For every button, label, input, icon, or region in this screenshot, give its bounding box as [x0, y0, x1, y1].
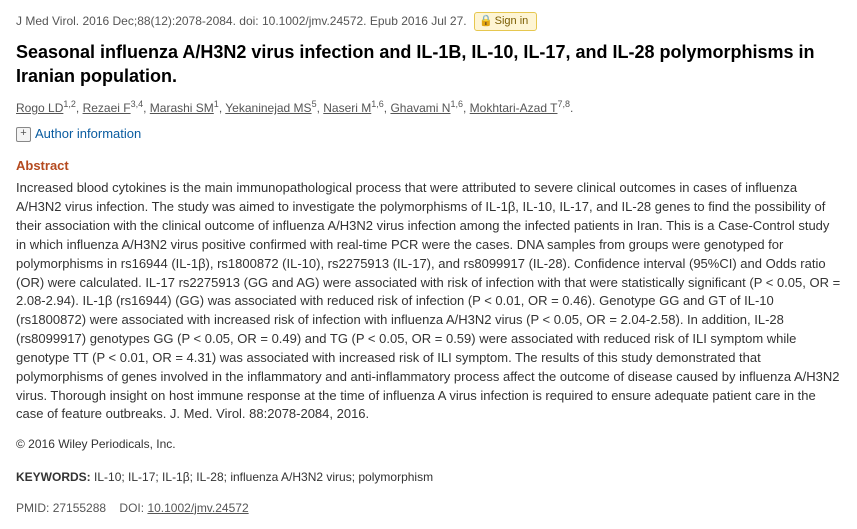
article-title: Seasonal influenza A/H3N2 virus infectio…	[16, 41, 841, 88]
pmid-value: 27155288	[53, 501, 106, 515]
expand-icon: +	[16, 127, 31, 142]
citation-epub: Epub 2016 Jul 27.	[370, 14, 467, 28]
doi-label: DOI:	[119, 501, 144, 515]
authors-list: Rogo LD1,2, Rezaei F3,4, Marashi SM1, Ye…	[16, 98, 841, 117]
doi-link[interactable]: 10.1002/jmv.24572	[147, 501, 248, 515]
author-link[interactable]: Ghavami N	[390, 101, 450, 115]
pmid-label: PMID:	[16, 501, 49, 515]
author-affil: 1,2	[63, 99, 76, 109]
author-affil: 1,6	[371, 99, 384, 109]
citation-doi-prefix: doi:	[239, 14, 258, 28]
author-affil: 5	[312, 99, 317, 109]
author-link[interactable]: Yekaninejad MS	[225, 101, 311, 115]
author-affil: 3,4	[131, 99, 144, 109]
citation-doi: 10.1002/jmv.24572.	[262, 14, 367, 28]
keywords-label: KEYWORDS:	[16, 470, 91, 484]
copyright-line: © 2016 Wiley Periodicals, Inc.	[16, 436, 841, 453]
author-info-label: Author information	[35, 126, 141, 141]
author-link[interactable]: Rogo LD	[16, 101, 63, 115]
abstract-text: Increased blood cytokines is the main im…	[16, 179, 841, 424]
author-link[interactable]: Rezaei F	[83, 101, 131, 115]
author-info-toggle[interactable]: + Author information	[16, 125, 841, 143]
author-affil: 1	[214, 99, 219, 109]
identifiers-line: PMID: 27155288 DOI: 10.1002/jmv.24572	[16, 500, 841, 517]
sign-in-label: Sign in	[495, 15, 529, 27]
author-affil: 1,6	[450, 99, 463, 109]
author-affil: 7,8	[557, 99, 570, 109]
sign-in-button[interactable]: 🔒Sign in	[474, 12, 537, 31]
keywords-line: KEYWORDS: IL-10; IL-17; IL-1β; IL-28; in…	[16, 469, 841, 486]
author-link[interactable]: Mokhtari-Azad T	[470, 101, 558, 115]
author-link[interactable]: Naseri M	[323, 101, 371, 115]
citation-line: J Med Virol. 2016 Dec;88(12):2078-2084. …	[16, 12, 841, 31]
abstract-heading: Abstract	[16, 157, 841, 175]
lock-icon: 🔒	[479, 15, 493, 27]
journal-name: J Med Virol.	[16, 14, 79, 28]
keywords-value: IL-10; IL-17; IL-1β; IL-28; influenza A/…	[94, 470, 433, 484]
citation-date-vol: 2016 Dec;88(12):2078-2084.	[82, 14, 235, 28]
author-link[interactable]: Marashi SM	[150, 101, 214, 115]
